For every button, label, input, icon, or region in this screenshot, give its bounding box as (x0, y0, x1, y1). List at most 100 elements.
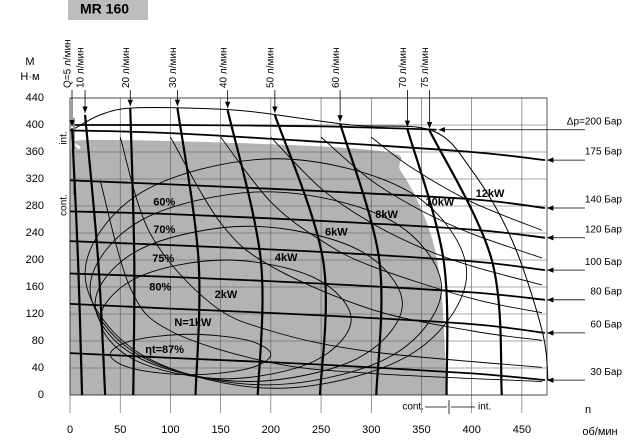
y-tick-label: 280 (26, 200, 44, 212)
power-label: 6kW (325, 226, 348, 238)
flow-line (273, 114, 327, 396)
pressure-label: Δp=200 Бар (567, 116, 623, 127)
x-tick-label: 450 (513, 424, 531, 436)
x-tick-label: 100 (161, 424, 179, 436)
int-label: int. (59, 131, 70, 144)
x-axis-label: n (585, 404, 591, 416)
arrow-head (426, 122, 433, 129)
plot-frame (69, 97, 548, 396)
y-tick-label: 40 (32, 362, 44, 374)
arrow-head (337, 115, 343, 122)
pressure-line (75, 124, 437, 131)
y-tick-label: 440 (26, 92, 44, 104)
flow-line (176, 107, 201, 396)
flow-label: 60 л/мин (331, 48, 342, 89)
pressure-label: 30 Бар (590, 367, 622, 378)
pressure-label: 140 Бар (585, 195, 623, 206)
x-axis-unit: об/мин (582, 426, 617, 438)
flow-label: 10 л/мин (76, 48, 87, 89)
pressure-line (69, 129, 546, 161)
y-axis-unit: Н·м (20, 71, 39, 83)
power-line (119, 137, 543, 368)
arrow-head (546, 297, 554, 303)
y-tick-label: 120 (26, 308, 44, 320)
arrow-head (272, 106, 278, 113)
x-tick-label: 350 (412, 424, 430, 436)
flow-line (406, 128, 449, 396)
efficiency-label: 70% (153, 224, 175, 236)
arrow-head (69, 119, 75, 127)
chart-title: MR 160 (80, 1, 129, 17)
y-tick-label: 200 (26, 254, 44, 266)
arrow-head (224, 101, 231, 109)
y-axis-label: M (25, 56, 34, 68)
y-tick-label: 400 (26, 119, 44, 131)
cont-label: cont. (59, 194, 70, 216)
pressure-line (69, 272, 546, 301)
arrow-head (546, 205, 554, 211)
x-tick-label: 0 (67, 424, 73, 436)
flow-label: 50 л/мин (265, 48, 276, 89)
pressure-line (69, 179, 546, 209)
int-label: int. (478, 402, 491, 413)
y-tick-label: 240 (26, 227, 44, 239)
power-label: 12kW (476, 188, 505, 200)
pressure-label: 80 Бар (590, 286, 622, 297)
pressure-line (69, 210, 546, 239)
power-label: 10kW (425, 197, 454, 209)
x-tick-label: 400 (463, 424, 481, 436)
flow-label: 70 л/мин (398, 48, 409, 89)
flow-label: 75 л/мин (420, 48, 431, 89)
arrow-head (546, 377, 554, 383)
flow-line (428, 129, 503, 396)
plot: 0 40 80 120 160 200 240 280 320 360 400 440 0 50 100 15… (26, 39, 623, 435)
title-box (68, 0, 148, 20)
pressure-label: 175 Бар (585, 147, 623, 158)
x-tick-label: 200 (262, 424, 280, 436)
cont-label: cont. (402, 402, 424, 413)
y-tick-label: 320 (26, 173, 44, 185)
arrow-head (546, 267, 554, 273)
flow-line (226, 109, 264, 396)
y-tick-label: 360 (26, 146, 44, 158)
flow-label: Q=5 л/мин (63, 39, 74, 88)
power-label: 2kW (215, 289, 238, 301)
x-tick-label: 300 (362, 424, 380, 436)
flow-line (83, 114, 107, 396)
efficiency-label: ηt=87% (145, 344, 184, 356)
pressure-label: 100 Бар (585, 257, 623, 268)
pressure-line (69, 352, 546, 382)
flow-line (129, 108, 136, 396)
arrow-head (546, 235, 554, 241)
flow-line (70, 128, 84, 396)
y-tick-label: 80 (32, 335, 44, 347)
arrow-head (127, 99, 133, 107)
arrow-head (174, 99, 181, 107)
flow-line (339, 123, 383, 396)
power-line (270, 136, 543, 286)
continuous-region (69, 139, 447, 395)
efficiency-contour (99, 259, 352, 380)
flow-label: 40 л/мин (218, 47, 229, 88)
flow-label: 20 л/мин (121, 48, 132, 88)
power-line (220, 136, 543, 314)
arrow-head (546, 330, 554, 336)
y-tick-label: 0 (38, 389, 44, 401)
pressure-label: 120 Бар (585, 224, 623, 235)
x-tick-label: 50 (114, 424, 126, 436)
arrow-head (546, 157, 554, 163)
power-label: 8kW (375, 209, 398, 221)
pressure-line (69, 302, 546, 334)
power-line (99, 180, 543, 382)
power-line (320, 136, 543, 259)
power-label: N=1kW (174, 317, 212, 329)
power-line (370, 136, 543, 231)
efficiency-label: 80% (149, 281, 171, 293)
arrow-head (438, 127, 445, 133)
efficiency-label: 60% (153, 196, 175, 208)
efficiency-label: 75% (152, 253, 174, 265)
arrow-head (82, 106, 88, 113)
pressure-label: 60 Бар (590, 320, 622, 331)
y-tick-label: 160 (26, 281, 44, 293)
